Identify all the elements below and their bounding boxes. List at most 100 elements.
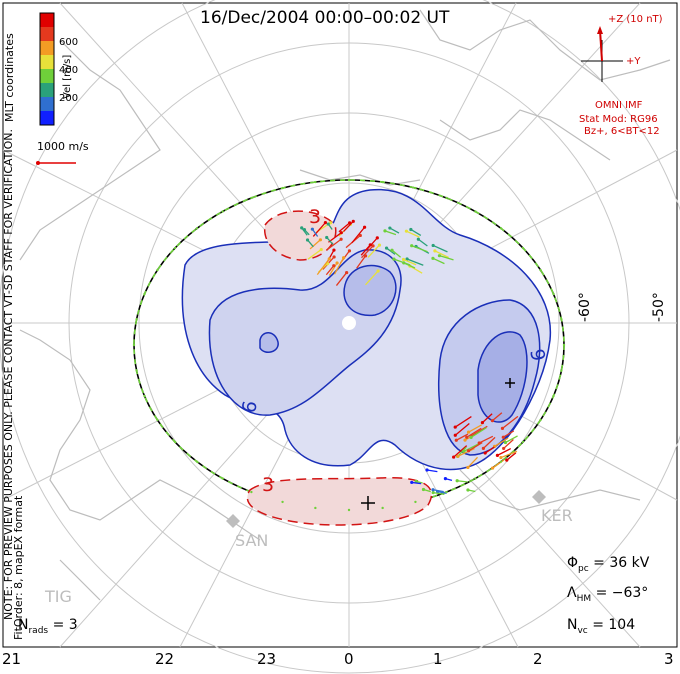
velocity-vector: [492, 412, 503, 422]
velocity-vector: [307, 249, 322, 260]
station-ker: KER: [541, 506, 573, 525]
velocity-vector: [328, 262, 338, 276]
velocity-vector: [406, 258, 424, 266]
convection-cell-dusk-core: [343, 264, 397, 317]
velocity-vector: [386, 247, 396, 255]
scale-vector: [36, 161, 76, 165]
velocity-vector: [426, 469, 438, 473]
velocity-vector: [457, 480, 468, 483]
velocity-vector: [457, 447, 475, 457]
velocity-vector: [338, 222, 351, 233]
velocity-vector: [301, 227, 308, 236]
velocity-vector: [467, 456, 479, 468]
velocity-vector: [327, 223, 333, 230]
velocity-vector: [325, 265, 335, 276]
latitude-label-60: -60°: [577, 292, 593, 322]
velocity-vector: [417, 238, 428, 247]
velocity-vector: [410, 228, 422, 237]
mlt-tick-22: 22: [155, 650, 175, 668]
imf-z-label: +Z (10 nT): [608, 14, 663, 25]
colorbar: [39, 12, 55, 126]
velocity-vector: [437, 491, 447, 494]
imf-dial: [581, 26, 623, 82]
boundary-vector: [521, 440, 525, 444]
boundary-vector: [499, 460, 503, 463]
boundary-vector: [250, 490, 253, 494]
boundary-vector: [474, 210, 477, 213]
boundary-vector: [499, 227, 503, 230]
boundary-vector: [195, 227, 199, 230]
velocity-vector: [505, 435, 518, 444]
positive-cell-night: [246, 476, 433, 526]
station-tig: TIG: [45, 587, 72, 606]
boundary-vector: [539, 268, 542, 272]
boundary-vector: [314, 506, 317, 510]
scale-vector-label: 1000 m/s: [37, 140, 89, 153]
boundary-vector: [281, 500, 284, 504]
velocity-vector: [335, 272, 348, 286]
boundary-vector: [173, 440, 177, 444]
contour-label-night: 3: [262, 474, 275, 496]
nvc-stat: Nvc = 104: [567, 617, 636, 636]
velocity-vector: [470, 425, 488, 437]
velocity-vector: [311, 228, 319, 237]
boundary-vector: [562, 343, 566, 347]
velocity-vector: [411, 481, 422, 485]
velocity-vector: [466, 427, 482, 438]
latitude-label-50: -50°: [651, 292, 667, 322]
boundary-vector: [135, 369, 138, 373]
velocity-vector: [457, 446, 467, 457]
velocity-vector: [502, 430, 515, 438]
boundary-vector: [445, 490, 448, 494]
velocity-vectors: [132, 178, 566, 512]
extrema-markers: [361, 378, 515, 510]
imf-condition: Bz+, 6<BT<12: [584, 126, 660, 137]
imf-source: OMNI IMF: [595, 100, 643, 111]
stat-model: Stat Mod: RG96: [579, 114, 658, 125]
velocity-vector: [494, 437, 509, 447]
coords-label: MLT coordinates: [3, 33, 16, 122]
velocity-vector: [453, 445, 468, 458]
boundary-vector: [143, 394, 146, 398]
boundary-vector: [195, 460, 199, 463]
boundary-vector: [560, 317, 563, 321]
boundary-vector: [552, 394, 555, 398]
velocity-vector: [411, 245, 428, 253]
positive-cell-noon: [264, 210, 337, 261]
map-border: [2, 2, 678, 648]
velocity-vector: [303, 229, 310, 236]
velocity-vector: [432, 257, 445, 265]
boundary-vector: [414, 500, 417, 504]
boundary-vector: [539, 418, 542, 422]
velocity-vector: [439, 255, 454, 261]
velocity-vector: [468, 424, 483, 433]
boundary-vector: [250, 196, 253, 200]
velocity-vector: [484, 446, 495, 454]
velocity-vector: [326, 238, 342, 251]
boundary-vector: [143, 292, 146, 296]
velocity-vector: [502, 415, 519, 429]
boundary-vector: [132, 343, 136, 347]
velocity-vector: [403, 258, 417, 266]
mlt-tick-2: 2: [533, 650, 543, 668]
velocity-vector: [384, 230, 397, 236]
velocity-vector: [432, 489, 444, 493]
velocity-vector: [356, 255, 367, 269]
mlt-tick-3: 3: [664, 650, 674, 668]
velocity-vector: [365, 270, 379, 286]
velocity-vector: [482, 436, 496, 449]
boundary-vector: [474, 477, 477, 480]
phi-pc-stat: Φpc = 36 kV: [567, 555, 650, 574]
velocity-vector: [416, 480, 423, 484]
velocity-vector: [361, 245, 374, 259]
boundary-vector: [381, 180, 384, 184]
mlt-tick-21: 21: [2, 650, 22, 668]
colorbar-tick-200: 200: [59, 93, 79, 104]
boundary-vector: [314, 180, 317, 184]
velocity-vector: [326, 237, 334, 245]
pole-marker: [342, 316, 356, 330]
colorbar-tick-400: 400: [59, 65, 79, 76]
velocity-vector: [391, 249, 402, 258]
velocity-vector: [351, 226, 366, 244]
velocity-vector: [423, 488, 431, 493]
